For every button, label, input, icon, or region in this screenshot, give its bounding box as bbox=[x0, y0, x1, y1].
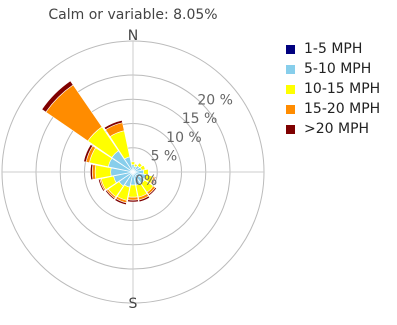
legend: 1-5 MPH 5-10 MPH 10-15 MPH 15-20 MPH >20 MPH bbox=[286, 39, 380, 139]
wedge-nw-series-5 bbox=[41, 80, 74, 113]
legend-label: 15-20 MPH bbox=[304, 101, 381, 117]
wedge-ssw-series-5 bbox=[114, 198, 127, 206]
wedge-w-series-3 bbox=[94, 164, 112, 180]
wedge-se-series-5 bbox=[147, 186, 158, 197]
wedge-sw-series-5 bbox=[104, 189, 116, 201]
wedge-ne-series-4 bbox=[138, 161, 144, 167]
wedge-sse-series-5 bbox=[138, 195, 151, 203]
legend-label: >20 MPH bbox=[304, 121, 370, 137]
wedge-w-series-5 bbox=[90, 163, 94, 181]
direction-label-s: S bbox=[129, 296, 138, 312]
ring-label-4: 20 % bbox=[197, 93, 233, 109]
wind-rose-chart: 0%5 %10 %15 %20 %NESW bbox=[1, 28, 265, 312]
wedge-wsw-series-5 bbox=[97, 178, 105, 192]
legend-swatch bbox=[286, 104, 295, 114]
wedge-nnw-series-5 bbox=[103, 119, 123, 131]
wedge-nw-series-4 bbox=[45, 84, 103, 142]
wedge-n-series-3 bbox=[130, 161, 136, 166]
legend-item: >20 MPH bbox=[286, 119, 380, 139]
ring-label-3: 15 % bbox=[182, 111, 218, 127]
legend-swatch bbox=[286, 64, 295, 74]
legend-label: 1-5 MPH bbox=[304, 41, 363, 57]
legend-label: 5-10 MPH bbox=[304, 61, 372, 77]
wedge-ese-series-5 bbox=[151, 176, 157, 186]
legend-item: 5-10 MPH bbox=[286, 59, 380, 79]
wedge-wnw-series-5 bbox=[83, 144, 94, 163]
ring-label-1: 5 % bbox=[151, 148, 178, 164]
wedge-ene-series-4 bbox=[143, 164, 147, 170]
ring-label-0: 0% bbox=[135, 173, 157, 189]
ring-label-2: 10 % bbox=[166, 130, 202, 146]
legend-item: 10-15 MPH bbox=[286, 79, 380, 99]
legend-item: 1-5 MPH bbox=[286, 39, 380, 59]
legend-item: 15-20 MPH bbox=[286, 99, 380, 119]
legend-swatch bbox=[286, 44, 295, 54]
direction-label-n: N bbox=[128, 28, 138, 44]
wedge-s-series-5 bbox=[127, 199, 139, 203]
legend-swatch bbox=[286, 124, 295, 134]
legend-label: 10-15 MPH bbox=[304, 81, 381, 97]
calm-label: Calm or variable: 8.05% bbox=[48, 7, 218, 23]
wedge-e-series-4 bbox=[147, 168, 150, 176]
legend-swatch bbox=[286, 84, 295, 94]
